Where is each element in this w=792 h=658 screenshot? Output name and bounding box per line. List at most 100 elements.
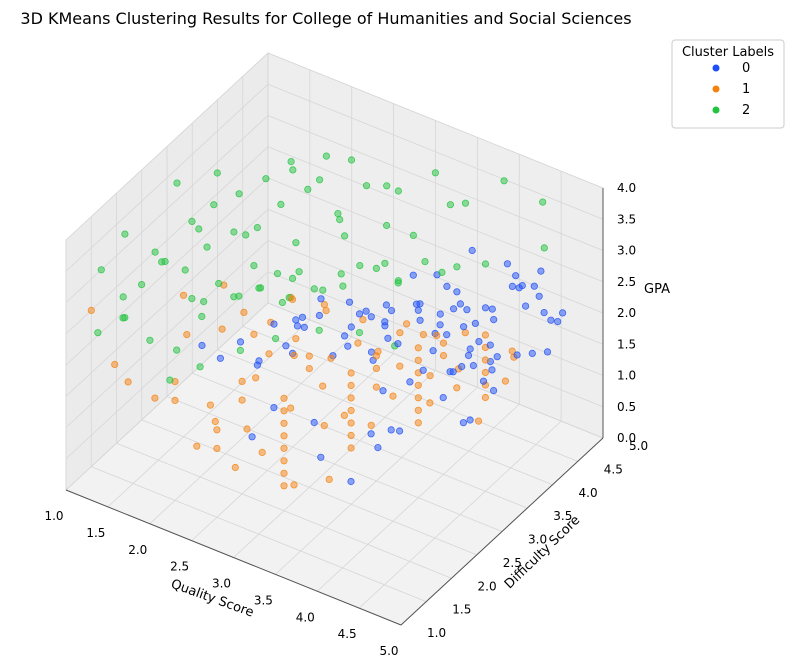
- data-point-cluster-0: [464, 351, 473, 360]
- data-point-cluster-0: [300, 323, 308, 331]
- data-point-cluster-2: [315, 326, 323, 334]
- data-point-cluster-2: [539, 198, 547, 206]
- data-point-cluster-0: [458, 362, 466, 371]
- data-point-cluster-0: [540, 308, 548, 317]
- data-point-cluster-2: [394, 279, 402, 287]
- data-point-cluster-0: [382, 301, 390, 309]
- data-point-cluster-0: [481, 304, 490, 312]
- data-point-cluster-0: [409, 271, 417, 279]
- data-point-cluster-2: [181, 266, 189, 274]
- z-tick-label: 4.0: [617, 181, 636, 195]
- data-point-cluster-2: [119, 293, 127, 301]
- data-point-cluster-0: [466, 416, 474, 424]
- data-point-cluster-2: [146, 336, 154, 344]
- data-point-cluster-2: [195, 225, 203, 233]
- data-point-cluster-0: [298, 313, 307, 321]
- data-point-cluster-1: [414, 394, 422, 402]
- data-point-cluster-0: [248, 433, 256, 441]
- data-point-cluster-2: [200, 297, 208, 306]
- legend-marker-0: [712, 64, 720, 72]
- data-point-cluster-0: [310, 418, 318, 427]
- data-point-cluster-0: [456, 300, 464, 308]
- data-point-cluster-0: [443, 282, 451, 290]
- data-point-cluster-1: [433, 331, 441, 340]
- data-point-cluster-0: [453, 288, 461, 296]
- data-point-cluster-2: [203, 243, 211, 251]
- data-point-cluster-1: [414, 406, 422, 414]
- data-point-cluster-1: [292, 335, 300, 343]
- data-point-cluster-1: [280, 469, 288, 477]
- data-point-cluster-2: [230, 293, 238, 301]
- data-point-cluster-0: [489, 386, 498, 395]
- y-tick-label: 4.5: [604, 462, 623, 476]
- data-point-cluster-2: [173, 346, 181, 354]
- data-point-cluster-1: [367, 421, 375, 429]
- data-point-cluster-1: [389, 392, 397, 400]
- data-point-cluster-1: [213, 426, 221, 434]
- data-point-cluster-0: [518, 281, 526, 290]
- data-point-cluster-1: [396, 362, 404, 370]
- data-point-cluster-0: [381, 318, 389, 326]
- data-point-cluster-1: [320, 300, 328, 309]
- data-point-cluster-1: [280, 394, 288, 402]
- data-point-cluster-1: [231, 463, 239, 472]
- data-point-cluster-2: [500, 177, 508, 185]
- data-point-cluster-0: [355, 310, 364, 318]
- grid-line-y-floor: [267, 302, 604, 439]
- data-point-cluster-1: [402, 320, 411, 328]
- data-point-cluster-1: [290, 481, 298, 489]
- data-point-cluster-1: [124, 378, 132, 386]
- data-point-cluster-0: [293, 322, 302, 330]
- data-point-cluster-0: [503, 260, 511, 268]
- data-point-cluster-2: [236, 346, 244, 354]
- data-point-cluster-0: [362, 307, 370, 315]
- data-point-cluster-1: [501, 377, 509, 385]
- data-point-cluster-2: [461, 199, 470, 207]
- data-point-cluster-1: [426, 399, 434, 407]
- data-point-cluster-0: [558, 309, 567, 317]
- data-point-cluster-2: [121, 230, 129, 238]
- data-point-cluster-1: [453, 384, 461, 392]
- data-point-cluster-1: [240, 308, 248, 316]
- z-tick-label: 1.5: [617, 337, 636, 351]
- data-point-cluster-0: [347, 477, 355, 486]
- y-tick-label: 1.5: [452, 603, 471, 617]
- data-point-cluster-1: [252, 374, 260, 382]
- data-point-cluster-1: [414, 381, 422, 389]
- data-point-cluster-1: [419, 330, 427, 339]
- grid-line-z-left: [65, 83, 269, 272]
- legend-label-0: 0: [742, 61, 750, 76]
- data-point-cluster-2: [158, 258, 166, 266]
- data-point-cluster-1: [258, 448, 266, 456]
- legend-marker-2: [712, 106, 720, 114]
- data-point-cluster-2: [438, 268, 446, 276]
- grid-line-z-left: [65, 52, 269, 241]
- data-point-cluster-1: [372, 383, 380, 391]
- data-point-cluster-0: [488, 305, 496, 313]
- data-point-cluster-0: [439, 393, 447, 402]
- grid-line-x-floor: [275, 387, 478, 575]
- legend-marker-1: [712, 85, 720, 93]
- grid-line-y-floor: [217, 349, 553, 486]
- data-point-cluster-0: [488, 366, 496, 374]
- data-point-cluster-1: [151, 394, 159, 402]
- data-point-cluster-0: [469, 361, 477, 370]
- data-point-cluster-1: [481, 368, 489, 377]
- data-point-cluster-0: [449, 368, 457, 376]
- z-tick-label: 0.5: [617, 400, 636, 414]
- data-point-cluster-1: [347, 381, 355, 390]
- data-point-cluster-0: [436, 310, 444, 318]
- data-point-cluster-0: [513, 351, 521, 359]
- data-point-cluster-1: [213, 444, 221, 453]
- data-point-cluster-0: [463, 306, 471, 314]
- data-point-cluster-2: [250, 261, 258, 270]
- data-point-cluster-1: [325, 475, 333, 483]
- grid-line-z-back: [267, 146, 604, 283]
- data-point-cluster-0: [512, 272, 520, 280]
- data-point-cluster-2: [287, 158, 295, 166]
- grid-line-z-left: [65, 146, 269, 335]
- data-point-cluster-0: [216, 354, 224, 362]
- data-point-cluster-1: [347, 406, 355, 415]
- data-point-cluster-2: [215, 279, 223, 288]
- x-tick-label: 1.0: [44, 509, 63, 523]
